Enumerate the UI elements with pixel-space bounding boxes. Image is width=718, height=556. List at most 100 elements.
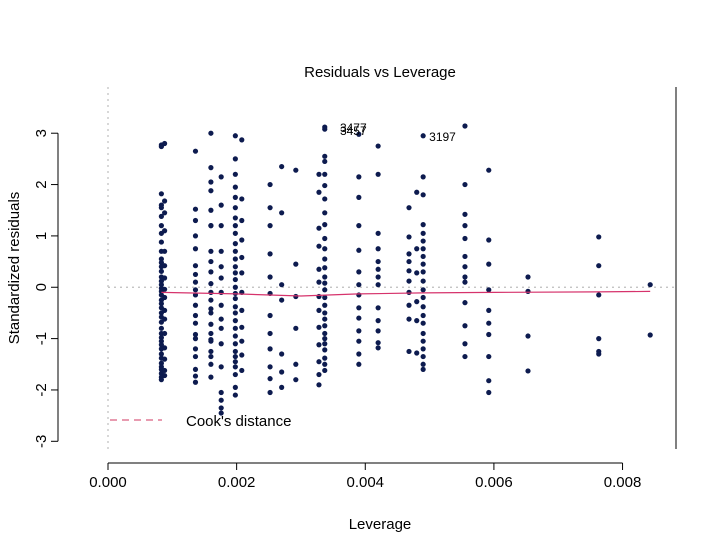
x-axis-label: Leverage xyxy=(349,516,412,533)
data-point xyxy=(232,156,238,162)
data-point xyxy=(420,353,426,360)
data-point xyxy=(232,270,238,276)
data-point xyxy=(192,148,199,154)
data-point xyxy=(356,194,362,200)
data-point xyxy=(239,237,245,243)
data-point xyxy=(322,287,328,293)
data-point xyxy=(279,297,285,303)
data-point xyxy=(293,325,299,331)
data-point xyxy=(316,307,322,313)
data-point xyxy=(420,222,426,228)
data-point xyxy=(406,258,412,265)
data-point xyxy=(232,215,238,221)
data-point xyxy=(316,225,322,231)
y-axis: -3 -2 -1 0 1 2 3 xyxy=(33,129,59,448)
data-point xyxy=(192,353,199,360)
data-point xyxy=(406,302,412,308)
smoothed-trend-line xyxy=(161,290,651,297)
data-point xyxy=(322,355,328,361)
data-point xyxy=(322,330,328,337)
data-point xyxy=(192,366,199,373)
data-point xyxy=(158,268,164,274)
data-point xyxy=(420,361,426,367)
data-point xyxy=(525,274,531,280)
data-point xyxy=(162,316,168,322)
data-point xyxy=(218,275,224,281)
data-point xyxy=(322,126,328,132)
data-point xyxy=(267,389,273,396)
data-point xyxy=(232,353,238,360)
y-tick-label: 3 xyxy=(33,129,50,137)
data-point xyxy=(293,293,299,300)
data-point xyxy=(420,238,426,244)
x-tick-label: 0.008 xyxy=(604,474,642,491)
data-point xyxy=(316,342,322,348)
data-point xyxy=(356,338,362,344)
data-point xyxy=(375,282,381,288)
data-point xyxy=(232,194,238,200)
data-point xyxy=(420,278,426,284)
data-point xyxy=(208,348,214,355)
data-point xyxy=(279,163,285,170)
data-point xyxy=(375,274,381,280)
data-point xyxy=(322,274,328,280)
data-point xyxy=(406,278,412,284)
data-point xyxy=(406,205,412,211)
data-point xyxy=(162,372,168,379)
data-point xyxy=(267,251,273,257)
data-point xyxy=(420,312,426,319)
data-point xyxy=(316,371,322,378)
data-point xyxy=(647,332,653,338)
data-point xyxy=(192,217,199,224)
data-point xyxy=(158,239,164,245)
data-point xyxy=(420,320,426,326)
data-point xyxy=(462,264,468,270)
data-point xyxy=(414,299,420,305)
data-point xyxy=(208,353,214,360)
data-point xyxy=(158,256,164,262)
y-tick-label: -1 xyxy=(33,332,50,345)
y-tick-label: 0 xyxy=(33,283,50,291)
data-point xyxy=(208,361,214,367)
data-point xyxy=(192,279,199,285)
data-point xyxy=(239,270,245,276)
data-point xyxy=(232,248,238,254)
data-point xyxy=(375,345,381,351)
data-point xyxy=(208,310,214,316)
data-point xyxy=(267,330,273,337)
data-point xyxy=(486,378,492,384)
data-point xyxy=(279,210,285,216)
data-point xyxy=(208,179,214,185)
data-point xyxy=(158,360,164,366)
data-point xyxy=(239,307,245,313)
data-point xyxy=(232,256,238,262)
data-point xyxy=(462,300,468,306)
data-point xyxy=(232,241,238,247)
data-point xyxy=(208,330,214,337)
y-tick-label: -2 xyxy=(33,383,50,396)
data-point xyxy=(316,293,322,300)
data-point xyxy=(420,133,426,139)
data-point xyxy=(232,276,238,283)
data-point xyxy=(406,234,412,240)
data-point xyxy=(267,274,273,280)
data-point xyxy=(239,338,245,344)
data-point xyxy=(596,292,602,298)
data-point xyxy=(218,341,224,347)
data-point xyxy=(239,367,245,374)
data-point xyxy=(420,330,426,337)
data-point xyxy=(316,189,322,195)
data-point xyxy=(162,228,168,234)
data-point xyxy=(158,282,164,288)
data-point xyxy=(267,346,273,352)
data-point xyxy=(356,351,362,357)
outlier-label: 3457 xyxy=(340,124,367,138)
data-point xyxy=(462,341,468,347)
data-point xyxy=(267,312,273,319)
data-point xyxy=(267,223,273,229)
data-point xyxy=(486,353,492,360)
data-point xyxy=(375,328,381,334)
data-point xyxy=(192,246,199,252)
